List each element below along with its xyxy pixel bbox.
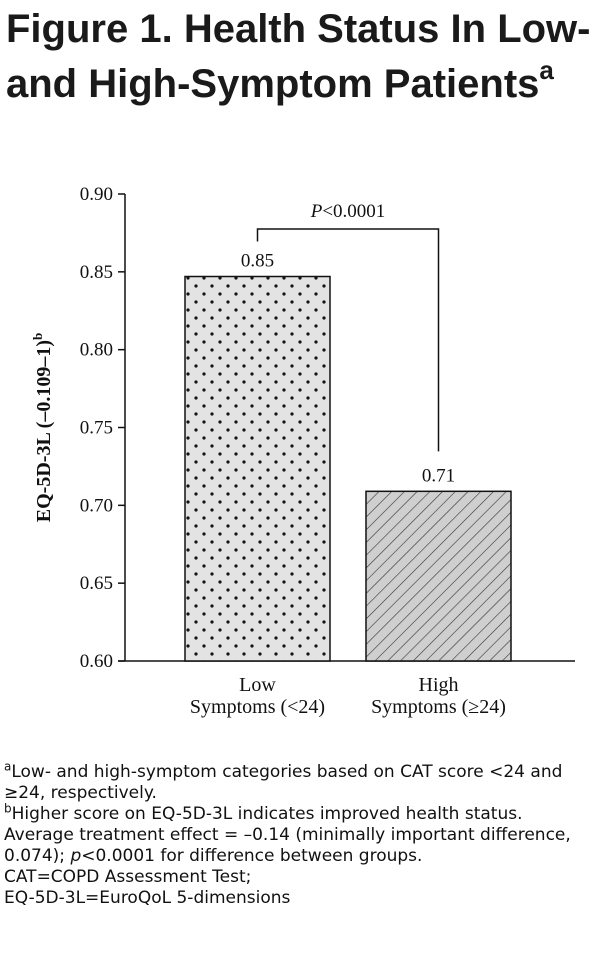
bar [365,490,512,662]
footnote-text: Higher score on EQ-5D-3L indicates impro… [4,804,571,866]
significance-value: <0.0001 [322,201,385,222]
footnotes: aLow- and high-symptom categories based … [4,759,594,909]
y-tick-label: 0.70 [80,495,113,516]
abbrev-cat: CAT=COPD Assessment Test; [4,867,594,888]
bar-data-label: 0.85 [241,251,274,272]
bar-chart: 0.60 0.65 0.70 0.75 0.80 0.85 0.90 EQ-5D-3L (–0… [30,184,575,718]
significance-annotation: P<0.0001 [310,201,386,222]
y-axis-title-footnote-marker: b [30,333,45,340]
y-tick-label: 0.85 [80,262,113,283]
figure-title: Figure 1. Health Status In Low- and High… [6,2,596,112]
significance-bracket [256,228,440,452]
footnote-b: bHigher score on EQ-5D-3L indicates impr… [4,801,594,867]
y-tick-label: 0.65 [80,573,113,594]
x-category-label: Symptoms (<24) [190,696,325,718]
x-category-label: Low [239,674,276,696]
figure-title-footnote-marker: a [539,55,554,85]
footnote-text: CAT=COPD Assessment Test; [4,867,252,887]
significance-p-italic: P [310,201,323,222]
footnote-text: Low- and high-symptom categories based o… [4,762,563,803]
footnote-marker: a [4,759,12,774]
abbrev-eq5d: EQ-5D-3L=EuroQoL 5-dimensions [4,888,594,909]
y-axis-title: EQ-5D-3L (–0.109–1)b [30,333,55,522]
footnote-text: EQ-5D-3L=EuroQoL 5-dimensions [4,888,291,908]
footnote-p-italic: p [70,846,82,866]
y-tick-label: 0.75 [80,418,113,439]
footnote-text-tail: <0.0001 for difference between groups. [81,846,423,866]
bar-data-label: 0.71 [422,465,455,486]
y-tick-label: 0.90 [80,184,113,205]
footnote-marker: b [4,801,12,816]
bar [184,275,331,662]
x-category-label: High [419,674,459,696]
figure-title-text: Figure 1. Health Status In Low- and High… [6,7,591,106]
y-tick-label: 0.60 [80,651,113,672]
footnote-a: aLow- and high-symptom categories based … [4,759,594,804]
x-category-label: Symptoms (≥24) [371,696,506,718]
y-tick-label: 0.80 [80,340,113,361]
